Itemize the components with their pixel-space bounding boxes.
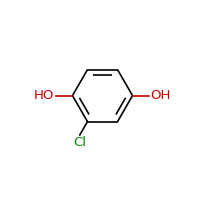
Text: OH: OH xyxy=(151,89,171,102)
Text: Cl: Cl xyxy=(73,136,86,149)
Text: HO: HO xyxy=(34,89,54,102)
